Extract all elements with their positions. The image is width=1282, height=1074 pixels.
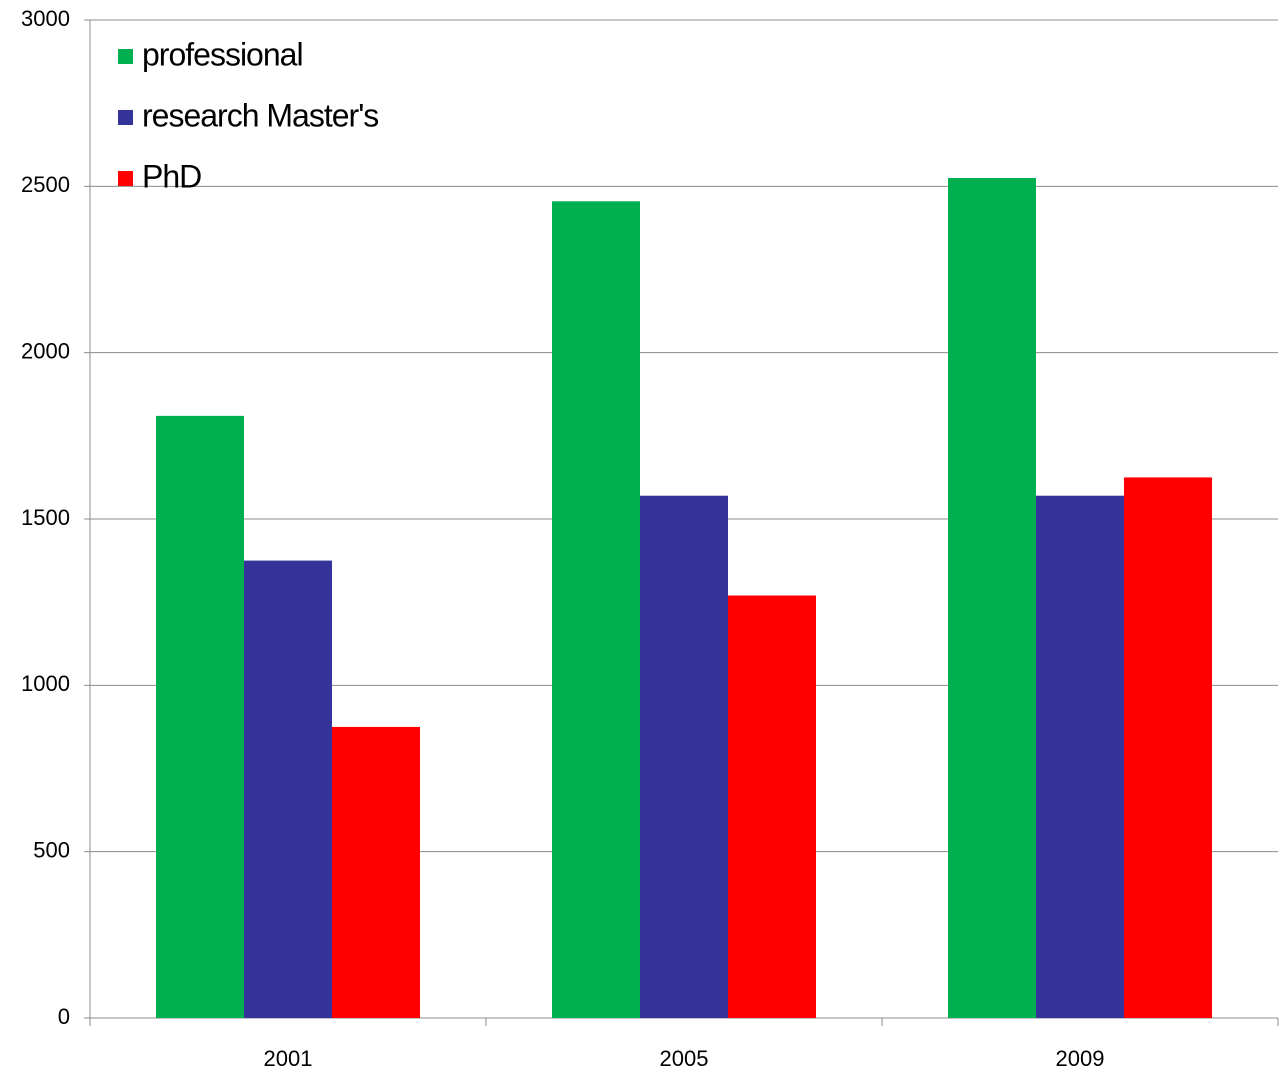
y-tick-label: 0 bbox=[58, 1004, 70, 1029]
y-tick-label: 2500 bbox=[21, 172, 70, 197]
x-tick-label: 2001 bbox=[264, 1046, 313, 1071]
bar bbox=[948, 178, 1036, 1018]
legend-label: research Master's bbox=[142, 97, 378, 133]
bar bbox=[640, 495, 728, 1018]
legend-swatch bbox=[118, 171, 133, 186]
bar bbox=[728, 595, 816, 1018]
bar bbox=[1036, 495, 1124, 1018]
legend-label: PhD bbox=[142, 158, 201, 194]
bar bbox=[332, 726, 420, 1018]
y-tick-label: 500 bbox=[33, 837, 70, 862]
legend-swatch bbox=[118, 49, 133, 64]
y-tick-label: 3000 bbox=[21, 6, 70, 31]
bar bbox=[156, 415, 244, 1019]
legend-swatch bbox=[118, 110, 133, 125]
x-tick-label: 2005 bbox=[660, 1046, 709, 1071]
y-tick-label: 1500 bbox=[21, 505, 70, 530]
y-tick-label: 1000 bbox=[21, 671, 70, 696]
bar bbox=[552, 201, 640, 1018]
legend-label: professional bbox=[142, 36, 303, 72]
y-tick-label: 2000 bbox=[21, 338, 70, 363]
x-tick-label: 2009 bbox=[1056, 1046, 1105, 1071]
bar bbox=[1124, 477, 1212, 1019]
bar bbox=[244, 560, 332, 1018]
